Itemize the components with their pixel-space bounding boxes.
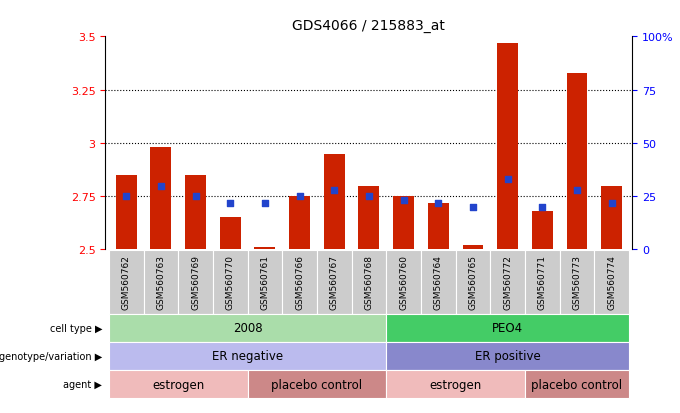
Text: GSM560766: GSM560766	[295, 255, 304, 310]
Text: GSM560762: GSM560762	[122, 255, 131, 310]
Text: genotype/variation ▶: genotype/variation ▶	[0, 351, 102, 361]
Text: GSM560772: GSM560772	[503, 255, 512, 310]
Text: GSM560774: GSM560774	[607, 255, 616, 310]
Text: GSM560764: GSM560764	[434, 255, 443, 310]
Point	[363, 193, 374, 200]
Bar	[324, 154, 345, 250]
Bar	[150, 148, 171, 250]
Text: estrogen: estrogen	[430, 377, 481, 391]
Text: GSM560769: GSM560769	[191, 255, 200, 310]
Point	[156, 183, 167, 190]
Bar	[289, 197, 310, 250]
Point	[294, 193, 305, 200]
Point	[571, 187, 582, 194]
Text: GSM560767: GSM560767	[330, 255, 339, 310]
Point	[606, 200, 617, 206]
Point	[260, 200, 271, 206]
Text: GSM560773: GSM560773	[573, 255, 581, 310]
Point	[398, 198, 409, 204]
Text: GSM560768: GSM560768	[364, 255, 373, 310]
Point	[225, 200, 236, 206]
Point	[537, 204, 547, 211]
Text: PEO4: PEO4	[492, 321, 523, 335]
Text: GSM560771: GSM560771	[538, 255, 547, 310]
Text: ER positive: ER positive	[475, 349, 541, 363]
Text: ER negative: ER negative	[212, 349, 283, 363]
Text: transformed count: transformed count	[133, 412, 230, 413]
Bar	[497, 43, 518, 250]
Point	[190, 193, 201, 200]
Bar	[254, 248, 275, 250]
Bar	[428, 203, 449, 250]
Bar	[185, 176, 206, 250]
Bar	[566, 74, 588, 250]
Text: GSM560763: GSM560763	[156, 255, 165, 310]
Bar	[358, 186, 379, 250]
Text: placebo control: placebo control	[531, 377, 622, 391]
Bar	[462, 246, 483, 250]
Text: GSM560770: GSM560770	[226, 255, 235, 310]
Title: GDS4066 / 215883_at: GDS4066 / 215883_at	[292, 19, 445, 33]
Text: cell type ▶: cell type ▶	[50, 323, 102, 333]
Bar	[532, 211, 553, 250]
Text: placebo control: placebo control	[271, 377, 362, 391]
Bar	[393, 197, 414, 250]
Text: GSM560761: GSM560761	[260, 255, 269, 310]
Bar	[601, 186, 622, 250]
Point	[432, 200, 443, 206]
Text: ■: ■	[112, 410, 124, 413]
Text: 2008: 2008	[233, 321, 262, 335]
Text: GSM560765: GSM560765	[469, 255, 477, 310]
Text: GSM560760: GSM560760	[399, 255, 408, 310]
Text: estrogen: estrogen	[152, 377, 204, 391]
Point	[121, 193, 132, 200]
Point	[502, 176, 513, 183]
Point	[329, 187, 340, 194]
Bar	[116, 176, 137, 250]
Bar	[220, 218, 241, 250]
Text: agent ▶: agent ▶	[63, 379, 102, 389]
Point	[467, 204, 478, 211]
